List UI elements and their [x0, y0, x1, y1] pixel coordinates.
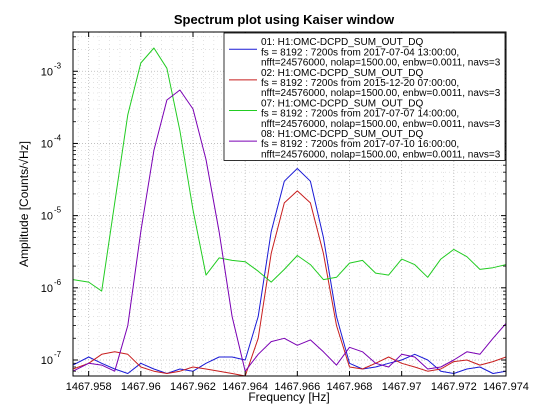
chart-title: Spectrum plot using Kaiser window: [174, 12, 395, 27]
y-axis-label: Amplitude [Counts/√Hz]: [17, 141, 31, 267]
x-tick-label: 1467.968: [327, 381, 373, 393]
legend-text: 02: H1:OMC-DCPD_SUM_OUT_DQ: [261, 68, 423, 79]
y-tick-label: 10-7: [41, 350, 62, 367]
y-tick-label-base: 10: [41, 283, 53, 295]
x-tick-labels: 1467.958 1467.96 1467.962 1467.964 1467.966 1…: [66, 381, 529, 393]
y-tick-label-exponent: -5: [54, 206, 62, 215]
legend-text: 08: H1:OMC-DCPD_SUM_OUT_DQ: [261, 129, 423, 140]
y-tick-label-base: 10: [41, 66, 53, 78]
legend-text: nfft=24576000, nolap=1500.00, enbw=0.001…: [261, 149, 501, 160]
series-group: [73, 47, 506, 376]
y-tick-labels: 10-710-610-510-410-3: [41, 61, 62, 367]
y-tick-label: 10-4: [41, 133, 62, 150]
x-axis-label: Frequency [Hz]: [248, 390, 329, 404]
legend-box: [223, 32, 506, 161]
x-tick-label: 1467.972: [431, 381, 477, 393]
x-tick-label: 1467.966: [274, 381, 320, 393]
legend-text: 01: H1:OMC-DCPD_SUM_OUT_DQ: [261, 37, 423, 48]
series-line-3: [73, 47, 506, 292]
plot-frame: [72, 31, 507, 377]
series-line-2: [73, 190, 506, 376]
y-tick-label-exponent: -7: [54, 350, 62, 359]
legend-text: fs = 8192 : 7200s from 2017-07-10 16:00:…: [261, 139, 459, 150]
legend-text: fs = 8192 : 7200s from 2017-07-07 14:00:…: [261, 109, 459, 120]
x-tick-label: 1467.962: [170, 381, 216, 393]
x-tick-label: 1467.96: [121, 381, 161, 393]
y-tick-label-exponent: -3: [54, 61, 62, 70]
x-tick-label: 1467.958: [66, 381, 112, 393]
y-tick-label-base: 10: [41, 211, 53, 223]
y-tick-label-base: 10: [41, 355, 53, 367]
y-tick-label: 10-3: [41, 61, 62, 78]
x-tick-label: 1467.97: [382, 381, 422, 393]
y-tick-label-exponent: -4: [54, 133, 62, 142]
y-tick-label: 10-5: [41, 206, 62, 223]
legend-text: nfft=24576000, nolap=1500.00, enbw=0.001…: [261, 88, 501, 99]
y-tick-label: 10-6: [41, 278, 62, 295]
legend-text: fs = 8192 : 7200s from 2017-07-04 13:00:…: [261, 47, 459, 58]
legend-text: nfft=24576000, nolap=1500.00, enbw=0.001…: [261, 58, 501, 69]
y-tick-label-exponent: -6: [54, 278, 62, 287]
legend-text: 07: H1:OMC-DCPD_SUM_OUT_DQ: [261, 98, 423, 109]
x-tick-label: 1467.964: [222, 381, 268, 393]
legend-text: nfft=24576000, nolap=1500.00, enbw=0.001…: [261, 119, 501, 130]
x-tick-label: 1467.974: [483, 381, 529, 393]
legend-text: fs = 8192 : 7200s from 2015-12-20 07:00:…: [261, 78, 459, 89]
y-tick-label-base: 10: [41, 138, 53, 150]
series-line-4: [73, 89, 506, 372]
series-line-1: [73, 168, 506, 374]
